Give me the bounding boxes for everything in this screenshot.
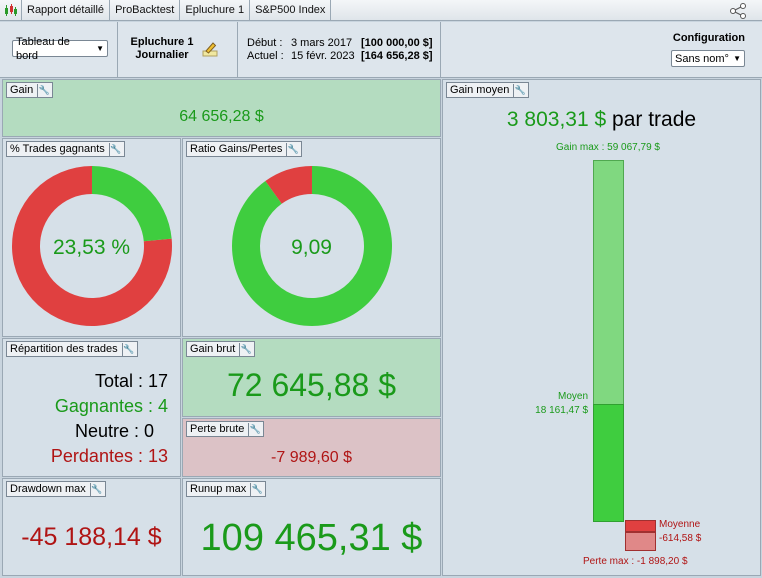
gross-gain-value: 72 645,88 $ [226,367,397,403]
win-rate-panel: % Trades gagnants 🔧 23,53 % [2,138,181,337]
runup-panel: Runup max 🔧 109 465,31 $ [182,478,441,576]
panel-title: Drawdown max 🔧 [6,481,106,497]
winning-trades: Gagnantes : 4 [54,396,168,416]
avg-loss-annotation: Moyenne -614,58 $ [659,518,701,546]
divider [117,22,118,78]
win-rate-donut [11,166,172,326]
mean-label: Moyen [557,391,588,402]
max-loss-bar [625,532,656,551]
panel-title-label: % Trades gagnants [10,143,105,155]
ratio-donut [232,166,392,326]
panel-title-label: Drawdown max [10,483,86,495]
mean-gain-annotation: Moyen 18 161,47 $ [523,390,588,418]
tab-probacktest[interactable]: ProBacktest [110,0,181,21]
losing-trades: Perdantes : 13 [50,446,168,466]
panel-title: % Trades gagnants 🔧 [6,141,125,157]
avg-loss-label: Moyenne [659,519,701,530]
strategy-name: Epluchure 1 [130,36,194,48]
chevron-down-icon: ▼ [96,43,104,53]
wrench-icon[interactable]: 🔧 [513,83,526,97]
mean-value: 18 161,47 $ [535,405,588,416]
panel-title-label: Perte brute [190,423,245,435]
edit-pencil-icon[interactable] [202,41,218,60]
drawdown-value: -45 188,14 $ [21,523,162,551]
donut-loss-arc [11,166,172,326]
current-label: Actuel : [247,50,284,62]
wrench-icon[interactable]: 🔧 [239,342,252,356]
avg-gain-headline: 3 803,31 $ par trade [443,108,760,132]
avg-gain-panel: Gain moyen 🔧 3 803,31 $ par trade Gain ma… [442,79,761,576]
panel-title: Gain 🔧 [6,82,54,98]
config-select[interactable]: Sans nom° ▼ [671,50,745,67]
max-gain-label: Gain max : 59 067,79 $ [556,142,660,153]
gross-gain-panel: Gain brut 🔧 72 645,88 $ [182,338,441,417]
panel-title-label: Ratio Gains/Pertes [190,143,283,155]
panel-title-label: Répartition des trades [10,343,118,355]
wrench-icon[interactable]: 🔧 [108,142,122,156]
ratio-value: 9,09 [291,236,332,259]
wrench-icon[interactable]: 🔧 [248,422,262,436]
tab-bar: Rapport détaillé ProBacktest Epluchure 1… [0,0,762,21]
view-select-value: Tableau de bord [16,35,70,62]
panel-title-label: Gain [10,84,34,96]
timeframe: Journalier [135,49,189,61]
panel-title: Runup max 🔧 [186,481,267,497]
gain-panel: Gain 🔧 64 656,28 $ [2,79,441,137]
donut-win-arc [92,166,172,242]
avg-gain-value: 3 803,31 $ [506,108,607,131]
max-loss-label: Perte max : -1 898,20 $ [583,556,688,567]
period-info: Début : 3 mars 2017 [100 000,00 $] Actue… [247,37,433,63]
drawdown-panel: Drawdown max 🔧 -45 188,14 $ [2,478,181,576]
start-value: [100 000,00 $] [361,37,433,49]
wrench-icon[interactable]: 🔧 [250,482,263,496]
wrench-icon[interactable]: 🔧 [37,83,50,97]
win-rate-value: 23,53 % [52,236,131,259]
chart-app-icon [0,0,22,21]
gross-loss-panel: Perte brute 🔧 -7 989,60 $ [182,418,441,477]
config-select-value: Sans nom° [675,52,729,65]
panel-title-label: Gain moyen [450,84,510,96]
gross-loss-value: -7 989,60 $ [271,449,352,466]
gain-value: 64 656,28 $ [179,108,264,125]
wrench-icon[interactable]: 🔧 [89,482,103,496]
panel-title: Perte brute 🔧 [186,421,265,437]
distribution-list: Total : 17 Gagnantes : 4 Neutre : 0 Perd… [3,369,168,469]
panel-title: Gain brut 🔧 [186,341,256,357]
tab-epluchure[interactable]: Epluchure 1 [180,0,251,21]
start-label: Début : [247,37,283,49]
gain-loss-ratio-panel: Ratio Gains/Pertes 🔧 9,09 [182,138,441,337]
chevron-down-icon: ▼ [733,53,741,63]
share-icon[interactable] [730,3,748,22]
panel-title: Ratio Gains/Pertes 🔧 [186,141,303,157]
donut-loss-arc [265,166,312,204]
donut-win-arc [232,166,392,326]
config-label: Configuration [672,32,745,44]
tab-sp500-index[interactable]: S&P500 Index [250,0,332,21]
max-gain-bar [593,160,624,405]
tab-rapport-detaille[interactable]: Rapport détaillé [22,0,111,21]
distribution-panel: Répartition des trades 🔧 Total : 17 Gagna… [2,338,181,477]
wrench-icon[interactable]: 🔧 [121,342,135,356]
start-date: 3 mars 2017 [291,37,353,49]
runup-value: 109 465,31 $ [200,517,423,559]
avg-gain-suffix: par trade [612,108,697,131]
avg-loss-bar [625,520,656,532]
report-header: Tableau de bord ▼ Epluchure 1 Journalier… [0,22,762,78]
strategy-info: Epluchure 1 Journalier [120,36,204,62]
divider [237,22,238,78]
total-trades: Total : 17 [94,371,168,391]
panel-title-label: Gain brut [190,343,236,355]
current-date: 15 févr. 2023 [291,50,355,62]
panel-title-label: Runup max [190,483,247,495]
wrench-icon[interactable]: 🔧 [286,142,299,156]
current-value: [164 656,28 $] [361,50,433,62]
panel-title: Répartition des trades 🔧 [6,341,138,357]
divider [440,22,441,78]
avg-loss-value: -614,58 $ [659,533,702,544]
mean-gain-bar [593,404,624,522]
neutral-trades: Neutre : 0 [74,421,154,441]
view-select[interactable]: Tableau de bord ▼ [12,36,108,62]
panel-title: Gain moyen 🔧 [446,82,530,98]
